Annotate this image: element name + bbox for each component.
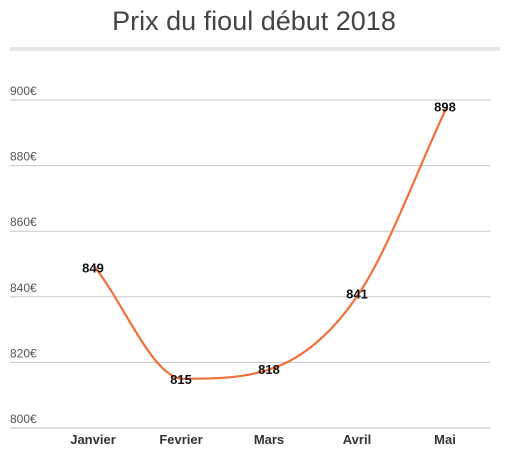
data-label: 898: [434, 100, 456, 115]
x-axis-ticks: Janvier Fevrier Mars Avril Mai: [70, 432, 456, 447]
x-tick-label: Mai: [434, 432, 456, 447]
y-axis-ticks: 800€ 820€ 840€ 860€ 880€ 900€: [10, 84, 37, 426]
data-label: 815: [170, 372, 192, 387]
data-label: 849: [82, 260, 104, 275]
series-line: [93, 105, 449, 380]
y-tick-label: 900€: [10, 84, 37, 98]
data-labels: 849 815 818 841 898: [82, 100, 456, 387]
x-tick-label: Janvier: [70, 432, 116, 447]
y-tick-label: 880€: [10, 150, 37, 164]
data-label: 841: [346, 287, 368, 302]
y-tick-label: 860€: [10, 215, 37, 229]
x-tick-label: Fevrier: [159, 432, 202, 447]
series-line-group: [93, 105, 449, 380]
chart-title: Prix du fioul début 2018: [112, 6, 396, 36]
y-tick-label: 800€: [10, 412, 37, 426]
gridlines: [10, 99, 490, 429]
x-tick-label: Avril: [343, 432, 371, 447]
x-tick-label: Mars: [254, 432, 284, 447]
data-label: 818: [258, 362, 280, 377]
title-divider: [10, 47, 500, 51]
y-tick-label: 840€: [10, 281, 37, 295]
y-tick-label: 820€: [10, 346, 37, 360]
